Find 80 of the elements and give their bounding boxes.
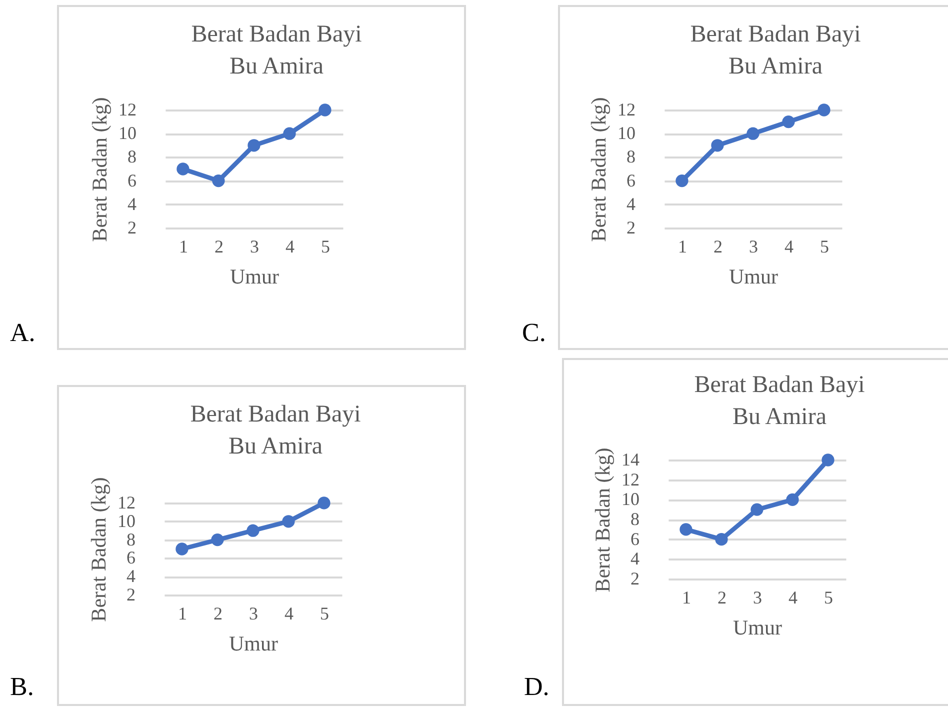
y-tick-label: 12: [118, 492, 136, 512]
chart-title: Berat Badan Bayi Bu Amira: [190, 402, 362, 460]
point: [680, 523, 692, 536]
y-axis-title: Berat Badan (kg): [86, 477, 110, 622]
y-tick-label: 14: [622, 450, 640, 470]
point: [786, 493, 799, 506]
point: [212, 174, 225, 188]
y-axis-title: Berat Badan (kg): [88, 97, 112, 242]
x-tick-label: 4: [284, 604, 294, 624]
y-tick-label: 10: [618, 123, 636, 144]
y-tick-label: 12: [622, 469, 640, 490]
point: [248, 139, 260, 152]
x-tick-label: 4: [285, 236, 294, 256]
y-tick-label: 10: [622, 489, 640, 510]
point: [246, 524, 260, 537]
y-tick-label: 4: [630, 548, 640, 569]
y-tick-label: 2: [630, 568, 640, 588]
y-tick-label: 4: [626, 194, 636, 214]
point: [750, 503, 764, 516]
y-tick-label: 6: [126, 548, 136, 568]
point: [818, 104, 830, 116]
point: [318, 496, 330, 510]
point: [676, 174, 688, 188]
text: C.: [522, 318, 546, 348]
x-tick-label: 3: [250, 236, 259, 256]
y-axis-title: Berat Badan (kg): [590, 448, 614, 592]
text: D.: [524, 672, 550, 702]
x-axis-title: Umur: [732, 616, 782, 640]
point: [746, 127, 760, 140]
x-tick-label: 5: [320, 604, 329, 624]
x-axis-title: Umur: [728, 264, 778, 288]
y-tick-label: 4: [128, 194, 136, 214]
x-tick-label: 5: [824, 588, 833, 608]
x-tick-label: 2: [713, 236, 722, 256]
chart-title: Berat Badan Bayi Bu Amira: [694, 372, 866, 430]
text: B.: [10, 672, 34, 702]
point: [211, 533, 224, 546]
x-tick-label: 3: [248, 604, 258, 624]
x-tick-label: 1: [682, 588, 691, 608]
y-tick-label: 6: [626, 170, 636, 190]
y-tick-label: 8: [126, 529, 136, 550]
x-tick-label: 4: [788, 588, 798, 608]
point: [822, 454, 834, 466]
y-tick-label: 12: [118, 100, 136, 120]
y-tick-label: 8: [630, 509, 640, 529]
y-tick-label: 4: [126, 566, 136, 586]
point: [176, 542, 188, 556]
chart-title: Berat Badan Bayi Bu Amira: [690, 22, 862, 80]
point: [715, 533, 728, 546]
y-tick-label: 2: [626, 218, 636, 238]
x-tick-label: 1: [178, 236, 188, 256]
x-tick-label: 3: [748, 236, 758, 256]
point: [782, 115, 795, 128]
y-tick-label: 6: [630, 528, 640, 549]
y-tick-label: 8: [128, 146, 136, 167]
x-axis-title: Umur: [228, 632, 278, 656]
point: [318, 104, 332, 116]
x-tick-label: 2: [214, 236, 224, 256]
chart-title: Berat Badan Bayi Bu Amira: [191, 22, 362, 80]
x-tick-label: 1: [678, 236, 687, 256]
x-tick-label: 3: [752, 588, 762, 608]
x-tick-label: 2: [717, 588, 726, 608]
y-tick-label: 6: [128, 170, 136, 190]
x-tick-label: 1: [178, 604, 187, 624]
y-tick-label: 12: [618, 100, 636, 120]
point: [176, 162, 190, 176]
x-axis-title: Umur: [230, 264, 279, 288]
text: A.: [10, 318, 36, 348]
y-tick-label: 2: [128, 218, 136, 238]
x-tick-label: 4: [784, 236, 794, 256]
y-tick-label: 10: [118, 510, 136, 531]
x-tick-label: 2: [213, 604, 222, 624]
point: [282, 515, 295, 528]
point: [711, 139, 724, 152]
point: [283, 127, 296, 140]
x-tick-label: 5: [320, 236, 330, 256]
y-tick-label: 10: [118, 123, 136, 144]
y-tick-label: 8: [626, 146, 636, 167]
y-axis-title: Berat Badan (kg): [586, 97, 610, 242]
x-tick-label: 5: [820, 236, 829, 256]
